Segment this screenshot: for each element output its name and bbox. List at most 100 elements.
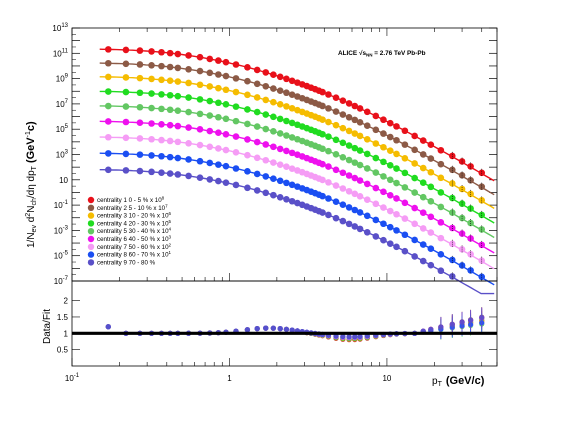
data-point [148, 90, 155, 97]
legend-label: centrality 6 40 - 50 % x 103 [97, 235, 172, 244]
data-point [270, 175, 277, 182]
legend-label: centrality 5 30 - 40 % x 104 [97, 227, 172, 236]
data-point [325, 133, 332, 140]
legend-marker [87, 235, 95, 243]
data-point [386, 119, 394, 127]
data-point [122, 60, 130, 68]
ratio-y-tick-label: 2 [64, 297, 69, 306]
data-point [185, 79, 192, 87]
series-7 [99, 133, 495, 270]
data-point [196, 110, 204, 118]
ratio-point [352, 333, 358, 340]
data-point [222, 179, 230, 186]
data-point [148, 104, 155, 112]
data-point [332, 94, 340, 101]
data-point [380, 158, 387, 166]
data-point [185, 172, 192, 180]
data-point [288, 181, 296, 189]
data-point [276, 73, 284, 81]
legend-entry: centrality 1 0 - 5 % x 108 [87, 196, 165, 204]
ylabel-part-main: 1/N [26, 232, 37, 248]
data-point [253, 94, 261, 101]
data-point [319, 102, 326, 110]
series-1 [99, 46, 495, 182]
data-point [206, 143, 214, 151]
data-point [136, 103, 144, 111]
data-point [419, 151, 427, 158]
data-point [215, 129, 222, 137]
data-point [166, 91, 174, 99]
legend-marker [87, 196, 95, 204]
data-point [122, 150, 130, 158]
data-point [206, 69, 214, 77]
data-point [174, 171, 182, 178]
data-point [351, 159, 359, 166]
series-5 [99, 102, 495, 239]
data-point [276, 101, 284, 108]
data-point [174, 122, 182, 130]
data-point [332, 166, 340, 174]
data-point [386, 147, 394, 155]
data-point [222, 146, 230, 154]
data-point [351, 223, 359, 230]
data-point [386, 223, 394, 231]
x-tick-label: 1 [227, 374, 232, 383]
data-point [372, 154, 380, 162]
data-point [185, 108, 192, 116]
data-point [372, 216, 380, 224]
data-point [427, 245, 435, 253]
data-point [386, 133, 394, 141]
data-point [351, 116, 359, 124]
data-point [363, 196, 371, 203]
data-point [262, 96, 270, 104]
data-point [244, 151, 251, 159]
data-point [393, 243, 400, 251]
ratio-series-2 [105, 307, 485, 342]
ylabel-part-sub2: ch [31, 198, 38, 206]
data-point [288, 134, 296, 141]
ratio-point [277, 326, 283, 332]
data-point [270, 98, 277, 106]
series-9 [99, 166, 495, 295]
data-point [262, 69, 270, 76]
data-point [232, 133, 240, 140]
data-point [136, 47, 144, 54]
legend-marker [87, 204, 95, 211]
legend-label: centrality 2 5 - 10 % x 107 [97, 203, 168, 212]
data-point [270, 128, 277, 135]
data-point [427, 168, 435, 176]
data-point [325, 147, 332, 155]
data-point [351, 144, 359, 152]
data-point [283, 89, 290, 97]
data-point [393, 210, 400, 218]
data-point [232, 165, 240, 172]
data-point [148, 75, 155, 83]
data-point [136, 119, 144, 126]
legend-marker [87, 243, 95, 250]
data-point [104, 59, 112, 67]
data-point [386, 240, 394, 247]
data-point [136, 74, 144, 82]
y-tick-label: 10-5 [54, 251, 69, 261]
data-point [288, 149, 296, 157]
ylabel-part-sub3: T [31, 165, 38, 170]
data-point [174, 92, 182, 100]
data-point [158, 121, 165, 128]
spectra-y-axis-title: 1/Nev d2Nch/dη dpT (GeV-1c) [25, 121, 38, 248]
data-point [222, 58, 230, 66]
data-point [332, 182, 340, 189]
data-point [356, 225, 364, 233]
xlabel-part-main: p [432, 376, 438, 387]
data-point [345, 100, 353, 107]
data-point [206, 159, 214, 167]
data-point [158, 76, 165, 84]
data-point [288, 197, 296, 205]
data-point [166, 77, 174, 84]
ratio-point [428, 326, 434, 332]
data-point [215, 177, 222, 185]
spectra-x-ticks [71, 28, 498, 281]
data-point [363, 150, 371, 158]
data-point [380, 130, 387, 137]
data-point [380, 116, 387, 124]
legend-label: centrality 8 60 - 70 % x 101 [97, 250, 172, 259]
